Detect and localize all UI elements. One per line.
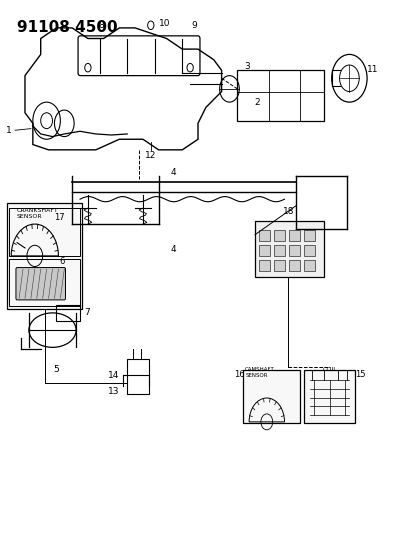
Bar: [304, 230, 315, 241]
FancyBboxPatch shape: [16, 268, 65, 300]
Bar: [274, 245, 285, 256]
Bar: [274, 260, 285, 271]
Bar: [304, 260, 315, 271]
Bar: [7, 203, 82, 309]
Text: 5: 5: [53, 365, 59, 374]
Bar: [259, 245, 270, 256]
Bar: [9, 208, 80, 256]
Bar: [274, 230, 285, 241]
Text: 4: 4: [170, 168, 176, 177]
Bar: [304, 245, 315, 256]
Text: 6: 6: [59, 257, 64, 266]
Text: CRANKSHAFT
SENSOR: CRANKSHAFT SENSOR: [17, 208, 59, 219]
Bar: [9, 259, 80, 306]
Text: CAMSHAFT
SENSOR: CAMSHAFT SENSOR: [245, 367, 275, 378]
Bar: [243, 370, 300, 423]
Text: 18: 18: [283, 207, 294, 216]
Bar: [127, 359, 149, 394]
Text: 91108 4500: 91108 4500: [17, 20, 118, 35]
Text: 9: 9: [191, 21, 197, 30]
Text: COIL: COIL: [322, 367, 337, 372]
Text: 12: 12: [145, 151, 156, 160]
Bar: [255, 221, 324, 277]
Text: 15: 15: [355, 370, 366, 379]
Bar: [289, 245, 300, 256]
Text: 3: 3: [244, 62, 250, 70]
Text: 10: 10: [159, 19, 170, 28]
Text: 1: 1: [6, 126, 12, 135]
Text: 11: 11: [367, 64, 379, 74]
Bar: [304, 370, 355, 423]
Text: 17: 17: [54, 214, 64, 222]
Bar: [289, 230, 300, 241]
Text: 16: 16: [234, 370, 245, 379]
Text: 7: 7: [84, 308, 90, 317]
Bar: [57, 305, 80, 320]
Bar: [289, 260, 300, 271]
Bar: [237, 70, 324, 120]
Text: 2: 2: [254, 98, 260, 107]
Bar: [259, 260, 270, 271]
Text: 4: 4: [170, 245, 176, 254]
Text: 14: 14: [108, 370, 119, 379]
Text: 8: 8: [99, 21, 105, 30]
Text: 13: 13: [108, 386, 119, 395]
Bar: [259, 230, 270, 241]
